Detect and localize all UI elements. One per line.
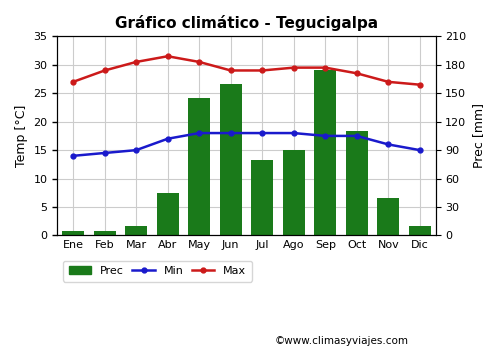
Bar xyxy=(94,231,116,236)
Y-axis label: Temp [°C]: Temp [°C] xyxy=(15,105,28,167)
Bar xyxy=(378,197,400,236)
Bar xyxy=(220,84,242,236)
Bar xyxy=(156,193,178,236)
Bar xyxy=(188,98,210,236)
Bar xyxy=(125,226,147,236)
Bar xyxy=(282,150,305,236)
Title: Gráfico climático - Tegucigalpa: Gráfico climático - Tegucigalpa xyxy=(115,15,378,31)
Legend: Prec, Min, Max: Prec, Min, Max xyxy=(63,261,252,282)
Bar xyxy=(314,70,336,236)
Y-axis label: Prec [mm]: Prec [mm] xyxy=(472,103,485,168)
Bar xyxy=(62,231,84,236)
Text: ©www.climasyviajes.com: ©www.climasyviajes.com xyxy=(275,336,409,346)
Bar xyxy=(251,160,274,236)
Bar xyxy=(409,226,431,236)
Bar xyxy=(346,131,368,236)
